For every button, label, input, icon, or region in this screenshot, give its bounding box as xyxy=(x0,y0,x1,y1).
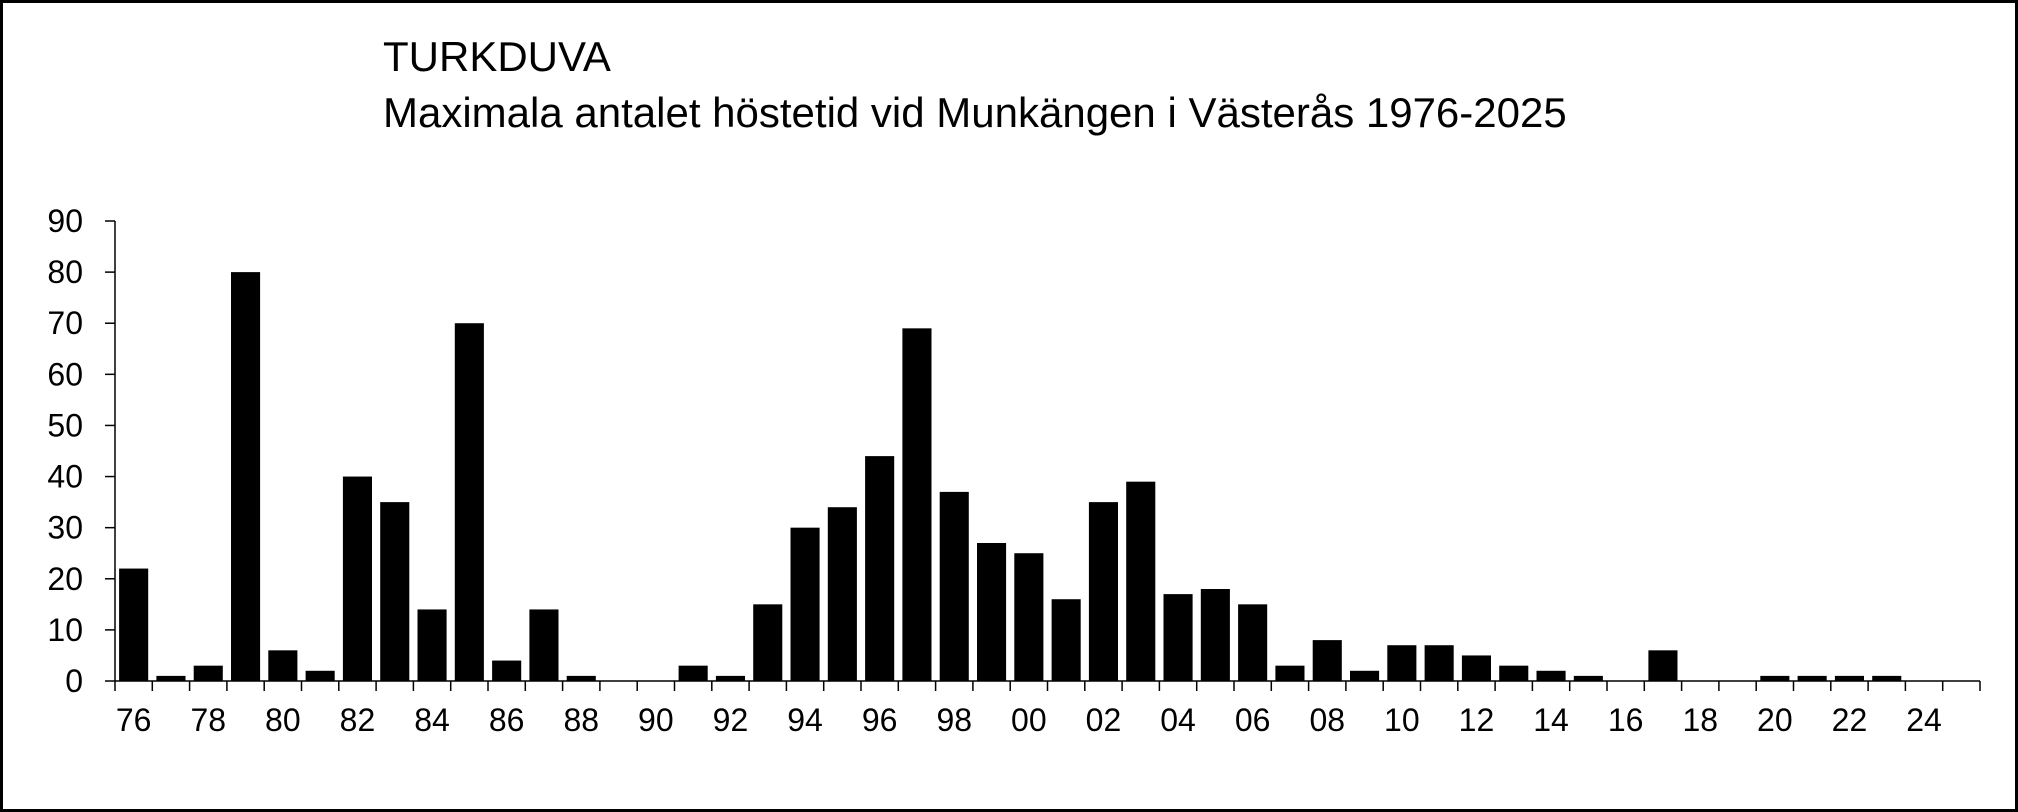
bar xyxy=(1536,670,1566,681)
bar xyxy=(305,670,335,681)
bar xyxy=(566,675,596,681)
y-tick-label: 90 xyxy=(47,203,83,239)
y-tick-label: 0 xyxy=(65,663,83,699)
bars xyxy=(119,272,1902,681)
bar xyxy=(902,328,932,681)
bar xyxy=(417,609,447,681)
y-tick-label: 20 xyxy=(47,561,83,597)
bar xyxy=(454,323,484,681)
x-tick-label: 84 xyxy=(414,702,450,738)
bar xyxy=(1126,481,1156,681)
bar xyxy=(156,675,186,681)
x-tick-label: 18 xyxy=(1682,702,1718,738)
bar xyxy=(268,650,298,681)
bar xyxy=(119,568,149,681)
x-tick-label: 78 xyxy=(190,702,226,738)
x-tick-label: 76 xyxy=(116,702,152,738)
chart-title-block: TURKDUVA Maximala antalet höstetid vid M… xyxy=(383,29,1567,141)
x-tick-label: 06 xyxy=(1235,702,1271,738)
bar xyxy=(1238,604,1268,681)
bar xyxy=(1760,675,1790,681)
x-tick-label: 10 xyxy=(1384,702,1420,738)
x-tick-label: 04 xyxy=(1160,702,1196,738)
bar xyxy=(1797,675,1827,681)
bar xyxy=(1088,502,1118,681)
bar xyxy=(939,491,969,681)
bar xyxy=(1350,670,1380,681)
x-tick-label: 88 xyxy=(563,702,599,738)
bar xyxy=(1163,594,1193,681)
x-tick-label: 20 xyxy=(1757,702,1793,738)
bar xyxy=(1051,599,1081,681)
x-tick-label: 00 xyxy=(1011,702,1047,738)
bar xyxy=(492,660,522,681)
bar xyxy=(1834,675,1864,681)
x-tick-label: 96 xyxy=(862,702,898,738)
y-axis: 0 10 20 30 40 50 60 70 80 90 xyxy=(47,203,116,699)
bar xyxy=(231,272,261,681)
bar xyxy=(1014,553,1044,681)
bar xyxy=(342,476,372,681)
x-tick-label: 16 xyxy=(1608,702,1644,738)
x-tick-label: 92 xyxy=(713,702,749,738)
bar xyxy=(1648,650,1678,681)
bar xyxy=(193,665,223,681)
y-tick-label: 10 xyxy=(47,612,83,648)
bar xyxy=(790,527,820,681)
bar xyxy=(1387,645,1417,681)
bar xyxy=(715,675,745,681)
x-tick-label: 98 xyxy=(936,702,972,738)
bar xyxy=(380,502,410,681)
x-tick-label: 80 xyxy=(265,702,301,738)
bar xyxy=(1424,645,1454,681)
x-axis: 76 78 80 82 84 86 88 90 92 94 96 98 00 02 04 06 08 10 12 14… xyxy=(114,680,1981,738)
x-tick-label: 02 xyxy=(1086,702,1122,738)
bar xyxy=(1872,675,1902,681)
bar xyxy=(678,665,708,681)
bar xyxy=(1312,640,1342,681)
bar xyxy=(827,507,857,681)
bar xyxy=(977,543,1007,681)
y-tick-label: 40 xyxy=(47,459,83,495)
x-tick-label: 08 xyxy=(1309,702,1345,738)
bar xyxy=(1275,665,1305,681)
bar xyxy=(1499,665,1529,681)
bar xyxy=(865,456,895,681)
chart-title: TURKDUVA xyxy=(383,33,611,80)
x-tick-label: 94 xyxy=(787,702,823,738)
bar xyxy=(529,609,559,681)
x-tick-label: 82 xyxy=(340,702,376,738)
y-tick-label: 80 xyxy=(47,254,83,290)
y-tick-label: 30 xyxy=(47,510,83,546)
x-tick-label: 22 xyxy=(1832,702,1868,738)
x-tick-label: 14 xyxy=(1533,702,1569,738)
x-tick-label: 24 xyxy=(1906,702,1942,738)
bar xyxy=(1200,589,1230,681)
y-tick-label: 50 xyxy=(47,407,83,443)
chart-subtitle: Maximala antalet höstetid vid Munkängen … xyxy=(383,89,1567,136)
y-tick-label: 60 xyxy=(47,356,83,392)
y-tick-label: 70 xyxy=(47,305,83,341)
bar xyxy=(1573,675,1603,681)
bar xyxy=(753,604,783,681)
x-tick-label: 12 xyxy=(1459,702,1495,738)
x-tick-label: 86 xyxy=(489,702,525,738)
bar xyxy=(1461,655,1491,681)
x-tick-label: 90 xyxy=(638,702,674,738)
